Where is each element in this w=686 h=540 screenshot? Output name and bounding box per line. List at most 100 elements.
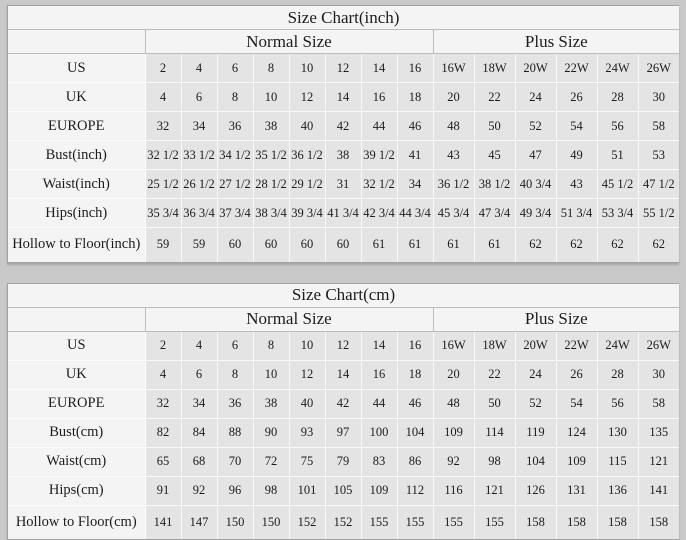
row-label: UK (8, 83, 145, 112)
row-label: EUROPE (8, 389, 145, 418)
size-cell: 42 (325, 389, 361, 418)
size-cell: 116 (433, 476, 474, 505)
size-cell: 28 1/2 (253, 170, 289, 199)
size-cell: 39 1/2 (361, 141, 397, 170)
size-cell: 26 1/2 (181, 170, 217, 199)
size-cell: 43 (556, 170, 597, 199)
size-cell: 40 (289, 389, 325, 418)
size-cell: 62 (597, 228, 638, 262)
size-cell: 50 (474, 112, 515, 141)
size-cell: 22W (556, 331, 597, 360)
size-cell: 33 1/2 (181, 141, 217, 170)
size-cell: 36 1/2 (433, 170, 474, 199)
size-cell: 65 (145, 447, 181, 476)
row-label: Bust(inch) (8, 141, 145, 170)
size-chart-inch-table: Size Chart(inch) Normal Size Plus Size U… (8, 6, 679, 262)
size-cell: 26 (556, 83, 597, 112)
size-cell: 25 1/2 (145, 170, 181, 199)
row-label: UK (8, 360, 145, 389)
size-cell: 12 (325, 331, 361, 360)
size-cell: 2 (145, 331, 181, 360)
size-cell: 49 3/4 (515, 199, 556, 228)
size-cell: 8 (253, 331, 289, 360)
group-header-plus-size: Plus Size (433, 307, 679, 331)
row-label: Hollow to Floor(cm) (8, 505, 145, 539)
row-label: Waist(inch) (8, 170, 145, 199)
size-cell: 124 (556, 418, 597, 447)
size-cell: 6 (217, 54, 253, 83)
size-cell: 46 (397, 112, 433, 141)
size-cell: 100 (361, 418, 397, 447)
size-cell: 2 (145, 54, 181, 83)
size-cell: 115 (597, 447, 638, 476)
size-cell: 48 (433, 112, 474, 141)
size-cell: 44 (361, 112, 397, 141)
size-cell: 109 (433, 418, 474, 447)
size-cell: 44 3/4 (397, 199, 433, 228)
size-cell: 45 3/4 (433, 199, 474, 228)
size-cell: 38 (325, 141, 361, 170)
size-cell: 35 3/4 (145, 199, 181, 228)
size-cell: 147 (181, 505, 217, 539)
size-cell: 104 (515, 447, 556, 476)
size-cell: 131 (556, 476, 597, 505)
size-cell: 42 (325, 112, 361, 141)
size-cell: 54 (556, 389, 597, 418)
group-header-row: Normal Size Plus Size (8, 30, 679, 54)
size-cell: 152 (289, 505, 325, 539)
size-cell: 62 (556, 228, 597, 262)
size-cell: 121 (638, 447, 679, 476)
size-cell: 56 (597, 389, 638, 418)
size-cell: 41 3/4 (325, 199, 361, 228)
size-cell: 16 (397, 54, 433, 83)
size-cell: 16 (361, 83, 397, 112)
table-title-row: Size Chart(cm) (8, 284, 679, 308)
size-cell: 61 (397, 228, 433, 262)
size-cell: 44 (361, 389, 397, 418)
size-cell: 34 (181, 112, 217, 141)
table-title: Size Chart(inch) (8, 6, 679, 30)
size-cell: 155 (433, 505, 474, 539)
size-cell: 30 (638, 83, 679, 112)
size-cell: 22W (556, 54, 597, 83)
size-cell: 135 (638, 418, 679, 447)
size-cell: 150 (217, 505, 253, 539)
size-cell: 32 (145, 112, 181, 141)
size-cell: 121 (474, 476, 515, 505)
size-cell: 36 3/4 (181, 199, 217, 228)
size-cell: 40 (289, 112, 325, 141)
size-cell: 112 (397, 476, 433, 505)
size-cell: 16 (397, 331, 433, 360)
size-cell: 18W (474, 331, 515, 360)
size-cell: 114 (474, 418, 515, 447)
size-cell: 6 (181, 83, 217, 112)
size-cell: 47 1/2 (638, 170, 679, 199)
size-cell: 72 (253, 447, 289, 476)
size-cell: 59 (181, 228, 217, 262)
size-cell: 53 (638, 141, 679, 170)
size-cell: 4 (145, 360, 181, 389)
size-cell: 14 (361, 331, 397, 360)
size-cell: 93 (289, 418, 325, 447)
size-cell: 60 (289, 228, 325, 262)
size-cell: 59 (145, 228, 181, 262)
size-cell: 36 (217, 112, 253, 141)
group-header-row: Normal Size Plus Size (8, 307, 679, 331)
size-cell: 35 1/2 (253, 141, 289, 170)
size-cell: 50 (474, 389, 515, 418)
size-cell: 82 (145, 418, 181, 447)
size-cell: 10 (289, 331, 325, 360)
size-cell: 24 (515, 360, 556, 389)
size-cell: 104 (397, 418, 433, 447)
size-cell: 8 (217, 360, 253, 389)
size-cell: 8 (217, 83, 253, 112)
size-cell: 16 (361, 360, 397, 389)
